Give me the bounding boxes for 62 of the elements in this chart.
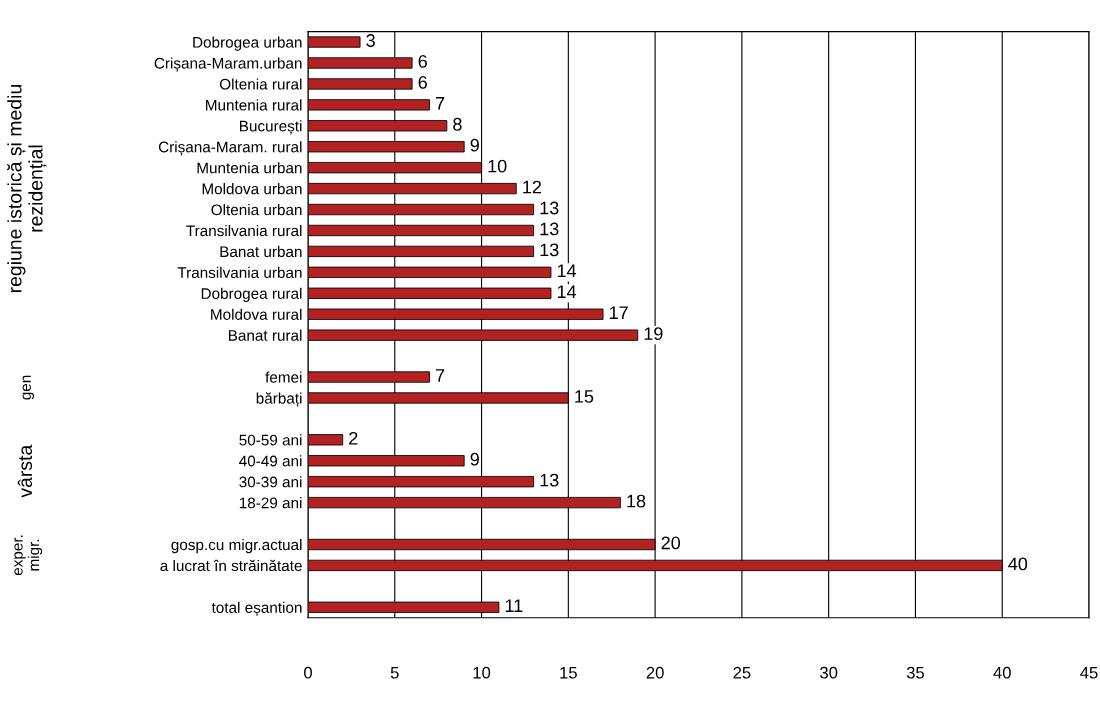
data-label: 11 <box>505 599 523 612</box>
y-tick-label: Moldova rural <box>211 308 302 320</box>
y-tick-label: Crișana-Maram.urban <box>154 57 302 72</box>
data-label: 13 <box>540 243 559 257</box>
data-label: 18 <box>627 494 646 508</box>
data-label: 14 <box>557 264 577 278</box>
y-tick-label: Oltenia rural <box>219 78 302 90</box>
y-tick-label: Muntenia urban <box>197 162 302 174</box>
x-tick-label: 40 <box>993 666 1011 679</box>
y-tick-label: 30-39 ani <box>239 476 302 488</box>
y-tick-label: București <box>240 120 302 135</box>
data-label: 12 <box>523 180 541 194</box>
data-label: 3 <box>366 34 375 47</box>
text: exper. migr. <box>14 535 43 576</box>
data-label: 9 <box>470 138 479 152</box>
x-tick-label: 30 <box>820 666 838 679</box>
data-label: 2 <box>349 431 358 445</box>
y-tick-label: Transilvania rural <box>186 224 302 237</box>
data-label: 13 <box>540 473 559 487</box>
x-tick-label: 0 <box>304 666 312 679</box>
data-label: 10 <box>488 159 507 173</box>
y-tick-label: Dobrogea urban <box>193 36 302 51</box>
y-tick-label: gosp.cu migr.actual <box>171 538 302 554</box>
y-tick-label: a lucrat în străinătate <box>160 559 302 572</box>
data-label: 7 <box>435 369 445 382</box>
data-label: 13 <box>540 222 559 236</box>
x-tick-label: 20 <box>646 666 664 679</box>
x-tick-label: 45 <box>1080 666 1098 679</box>
y-tick-label: total eșantion <box>211 601 302 617</box>
data-label: 15 <box>575 390 594 403</box>
data-label: 20 <box>661 536 681 550</box>
y-tick-label: 50-59 ani <box>239 434 302 446</box>
data-label: 40 <box>1008 557 1028 571</box>
data-label: 19 <box>644 327 663 340</box>
y-tick-label: 18-29 ani <box>239 497 302 509</box>
y-tick-label: Banat urban <box>220 245 302 258</box>
data-label: 14 <box>557 285 577 298</box>
data-label: 6 <box>418 75 427 89</box>
data-label: 8 <box>453 117 462 131</box>
y-tick-label: 40-49 ani <box>239 455 302 467</box>
y-tick-label: femei <box>265 371 302 383</box>
data-label: 9 <box>470 452 479 466</box>
data-label: 17 <box>609 306 628 319</box>
y-tick-label: Crișana-Maram. rural <box>158 141 302 156</box>
text: vârsta <box>17 444 33 498</box>
data-label: 6 <box>418 55 427 68</box>
y-tick-label: Oltenia urban <box>211 204 302 216</box>
text: regiune istorică și mediu rezidențial <box>7 85 47 293</box>
data-label: 13 <box>540 201 559 215</box>
y-tick-label: Banat rural <box>228 329 302 341</box>
y-tick-label: bărbați <box>256 392 302 407</box>
y-tick-label: Muntenia rural <box>206 99 302 111</box>
x-tick-label: 15 <box>560 666 577 679</box>
x-tick-label: 5 <box>390 666 399 679</box>
y-tick-label: Moldova urban <box>202 183 302 195</box>
x-tick-label: 10 <box>473 666 491 679</box>
data-label: 7 <box>435 97 445 110</box>
x-tick-label: 35 <box>906 666 925 679</box>
y-tick-label: Transilvania urban <box>177 266 302 279</box>
y-tick-label: Dobrogea rural <box>201 287 302 302</box>
x-tick-label: 25 <box>733 666 751 679</box>
text: gen <box>22 375 34 400</box>
